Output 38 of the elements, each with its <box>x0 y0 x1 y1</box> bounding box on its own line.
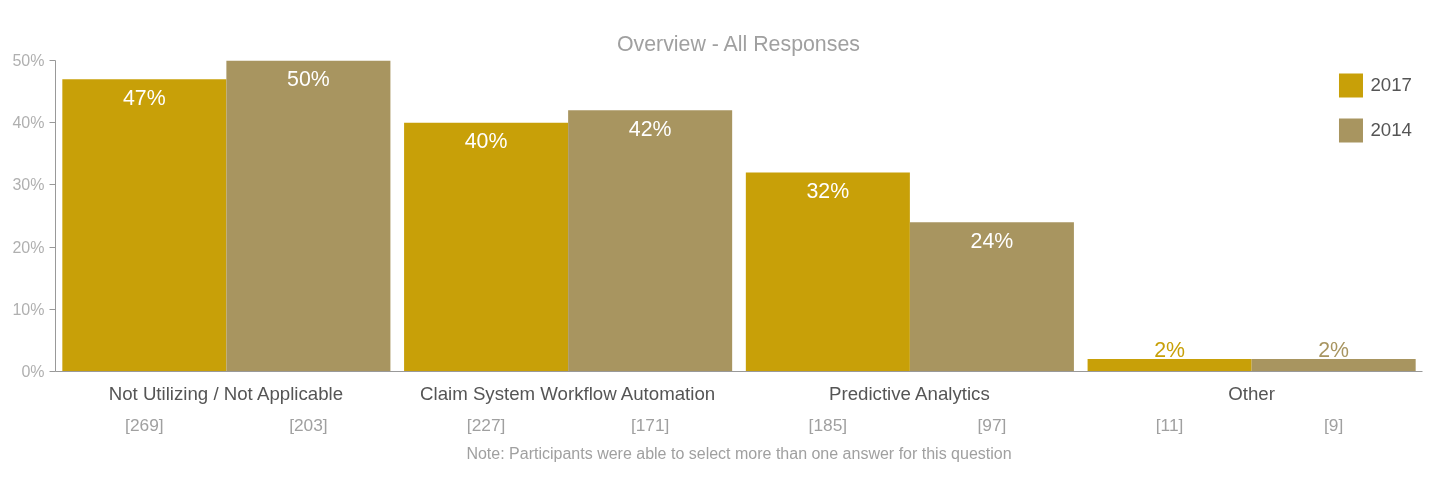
bar <box>909 222 1074 372</box>
text: [171] <box>630 414 670 435</box>
bar <box>226 60 391 372</box>
text: [185] <box>808 414 848 435</box>
text: 2% <box>1154 337 1186 362</box>
bar <box>568 110 733 372</box>
x-tick-label: Other <box>1228 382 1275 404</box>
y-tick-label: 30% <box>12 176 45 194</box>
text: 50% <box>287 67 330 92</box>
chart-title: Overview - All Responses <box>616 31 860 56</box>
y-tick-label: 10% <box>12 300 45 318</box>
bar <box>745 172 910 372</box>
y-tick-label: 40% <box>12 114 45 132</box>
text: 40% <box>464 129 508 154</box>
text: [269] <box>125 414 164 435</box>
text: [227] <box>466 414 506 435</box>
x-tick-label: Predictive Analytics <box>829 382 990 404</box>
text: 42% <box>628 116 672 141</box>
text: [97] <box>977 414 1007 435</box>
text: [203] <box>289 414 328 435</box>
legend-label: 2014 <box>1370 119 1412 141</box>
x-tick-label: Not Utilizing / Not Applicable <box>108 382 344 404</box>
bar <box>1087 359 1252 372</box>
y-tick-label: 0% <box>21 363 45 380</box>
text: [9] <box>1324 414 1344 435</box>
text: 47% <box>123 85 166 110</box>
legend-label: 2017 <box>1370 74 1412 96</box>
text: [11] <box>1155 414 1184 435</box>
text: 24% <box>970 228 1014 253</box>
text: 32% <box>806 179 850 204</box>
y-tick-label: 50% <box>12 52 45 69</box>
bar <box>404 122 569 372</box>
x-tick-label: Claim System Workflow Automation <box>420 382 716 404</box>
y-tick-label: 20% <box>12 238 45 256</box>
text: Note: Participants were able to select more than one answer for this question <box>466 444 1012 462</box>
bar <box>62 79 227 372</box>
text: 2% <box>1318 337 1350 362</box>
bar <box>1251 359 1416 372</box>
